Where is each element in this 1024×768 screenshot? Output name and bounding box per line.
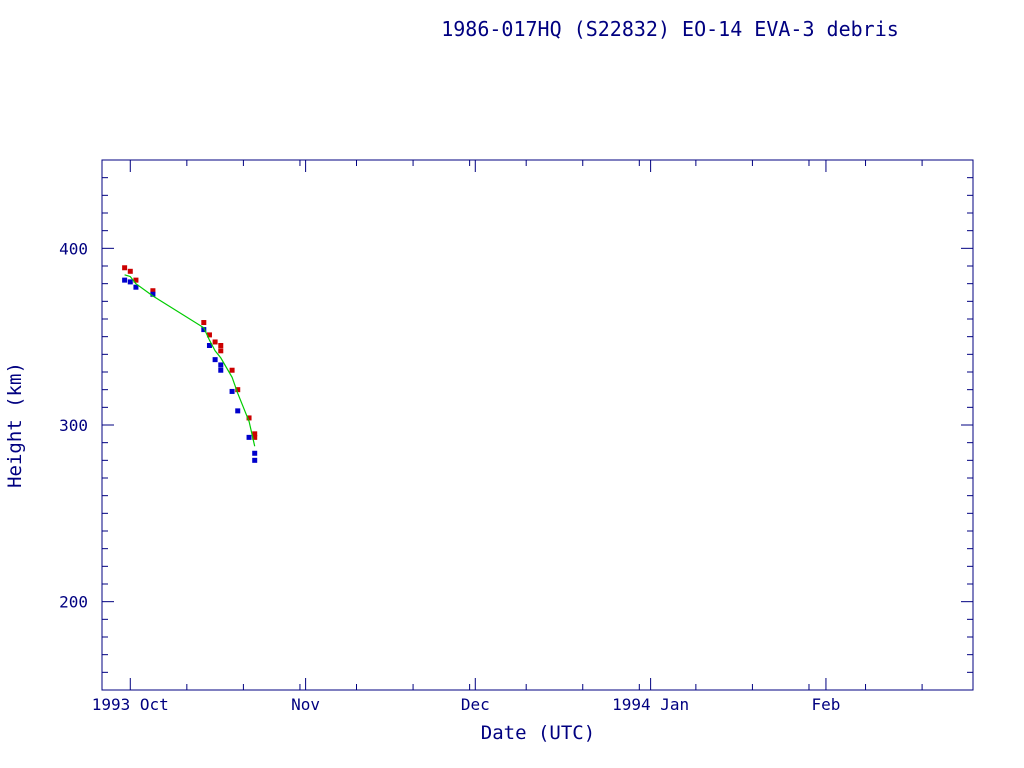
perigee-point: [218, 367, 224, 373]
perigee-point: [246, 434, 252, 440]
y-tick-label: 300: [59, 416, 88, 435]
apogee-point: [212, 339, 218, 345]
perigee-point: [127, 279, 133, 285]
apogee-point: [150, 288, 156, 294]
mean-line: [124, 274, 256, 447]
apogee-point: [133, 277, 139, 283]
apogee-point: [218, 348, 224, 354]
apogee-point: [127, 268, 133, 274]
perigee-point: [212, 357, 218, 363]
perigee-point: [206, 343, 212, 348]
perigee-point: [201, 327, 207, 333]
perigee-point: [229, 388, 235, 394]
apogee-point: [218, 343, 224, 348]
apogee-point: [122, 265, 128, 271]
perigee-point: [218, 362, 224, 368]
x-tick-label: 1994 Jan: [612, 695, 689, 714]
apogee-point: [201, 320, 207, 326]
y-tick-label: 400: [59, 239, 88, 258]
x-tick-label: 1993 Oct: [92, 695, 169, 714]
x-tick-label: Nov: [291, 695, 320, 714]
minor-ticks: [102, 160, 973, 690]
apogee-point: [252, 431, 258, 437]
perigee-point: [252, 457, 258, 463]
plot-frame: [101, 159, 974, 691]
y-axis-ticks: 200 300 400: [59, 239, 973, 612]
apogee-point: [235, 387, 241, 393]
perigee-point: [150, 291, 156, 297]
apogee-point: [229, 367, 235, 373]
x-axis-ticks: 1993 Oct Nov Dec 1994 Jan Feb: [92, 160, 840, 714]
x-axis-title: Date (UTC): [481, 722, 595, 744]
apogee-point: [246, 415, 252, 421]
x-tick-label: Dec: [461, 695, 490, 714]
perigee-point: [122, 277, 128, 283]
apogee-point: [206, 332, 212, 338]
chart-title: 1986-017HQ (S22832) EO-14 EVA-3 debris: [441, 17, 899, 41]
series-layer: [122, 265, 258, 463]
perigee-point: [133, 284, 139, 290]
perigee-point: [235, 408, 241, 414]
x-tick-label: Feb: [811, 695, 840, 714]
y-tick-label: 200: [59, 593, 88, 612]
perigee-point: [252, 450, 258, 456]
y-axis-title: Height (km): [4, 362, 26, 488]
apogee-point: [252, 434, 258, 440]
